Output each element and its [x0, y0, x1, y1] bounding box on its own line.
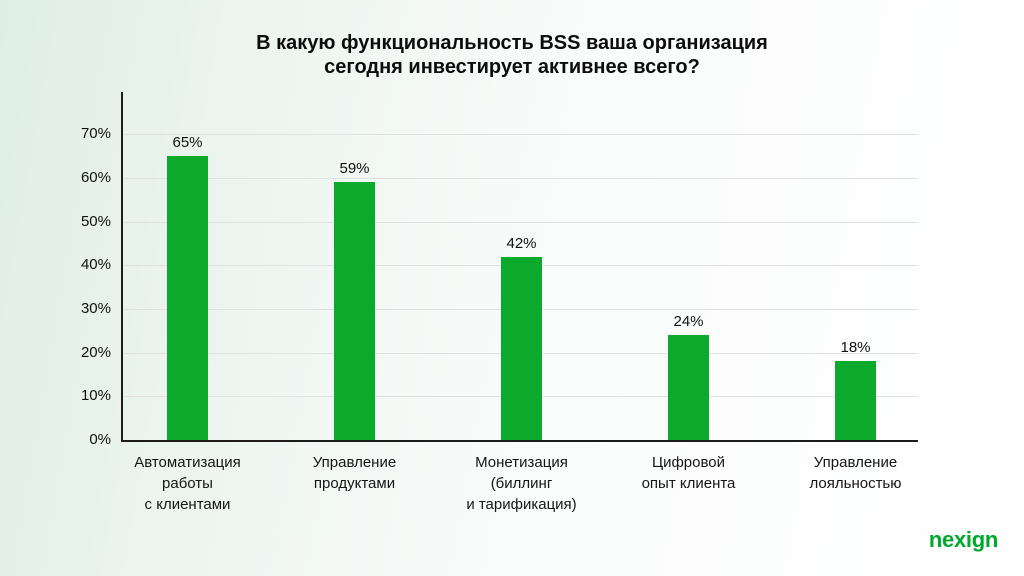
- bar-value-label: 65%: [172, 134, 203, 152]
- bar: [334, 182, 375, 440]
- chart-title: В какую функциональность BSS ваша органи…: [0, 31, 1024, 79]
- y-tick-label: 70%: [80, 125, 111, 143]
- x-axis: Автоматизация работы с клиентами Управлен…: [123, 452, 918, 532]
- gridline-60: [123, 178, 918, 180]
- y-tick-label: 20%: [80, 343, 111, 361]
- category-label: Автоматизация работы с клиентами: [134, 454, 241, 513]
- chart-title-line-1: В какую функциональность BSS ваша органи…: [256, 32, 768, 54]
- plot-area: 65% 59% 42% 24% 18%: [121, 92, 918, 442]
- y-tick-label: 50%: [80, 212, 111, 230]
- bar: [668, 335, 709, 440]
- chart-title-line-2: сегодня инвестирует активнее всего?: [324, 56, 700, 78]
- y-tick-label: 0%: [89, 431, 111, 448]
- bar-value-label: 18%: [840, 339, 871, 357]
- gridline-70: [123, 134, 918, 136]
- bar: [501, 256, 542, 440]
- bar: [167, 156, 208, 440]
- bar-value-label: 24%: [673, 313, 704, 331]
- bar: [835, 361, 876, 440]
- category-label: Цифровой опыт клиента: [641, 454, 736, 492]
- y-tick-label: 30%: [80, 300, 111, 318]
- category-label: Управление продуктами: [312, 454, 397, 492]
- bar-value-label: 42%: [506, 234, 537, 252]
- y-tick-label: 60%: [80, 169, 111, 187]
- nexign-logo: nexign: [928, 527, 998, 552]
- y-tick-label: 40%: [80, 256, 111, 274]
- y-axis: 0% 10% 20% 30% 40% 50% 60% 70%: [0, 92, 111, 448]
- category-label: Управление лояльностью: [809, 454, 902, 492]
- category-label: Монетизация (биллинг и тарификация): [466, 454, 577, 513]
- bar-value-label: 59%: [339, 160, 370, 178]
- y-tick-label: 10%: [80, 387, 111, 405]
- gridline-50: [123, 221, 918, 223]
